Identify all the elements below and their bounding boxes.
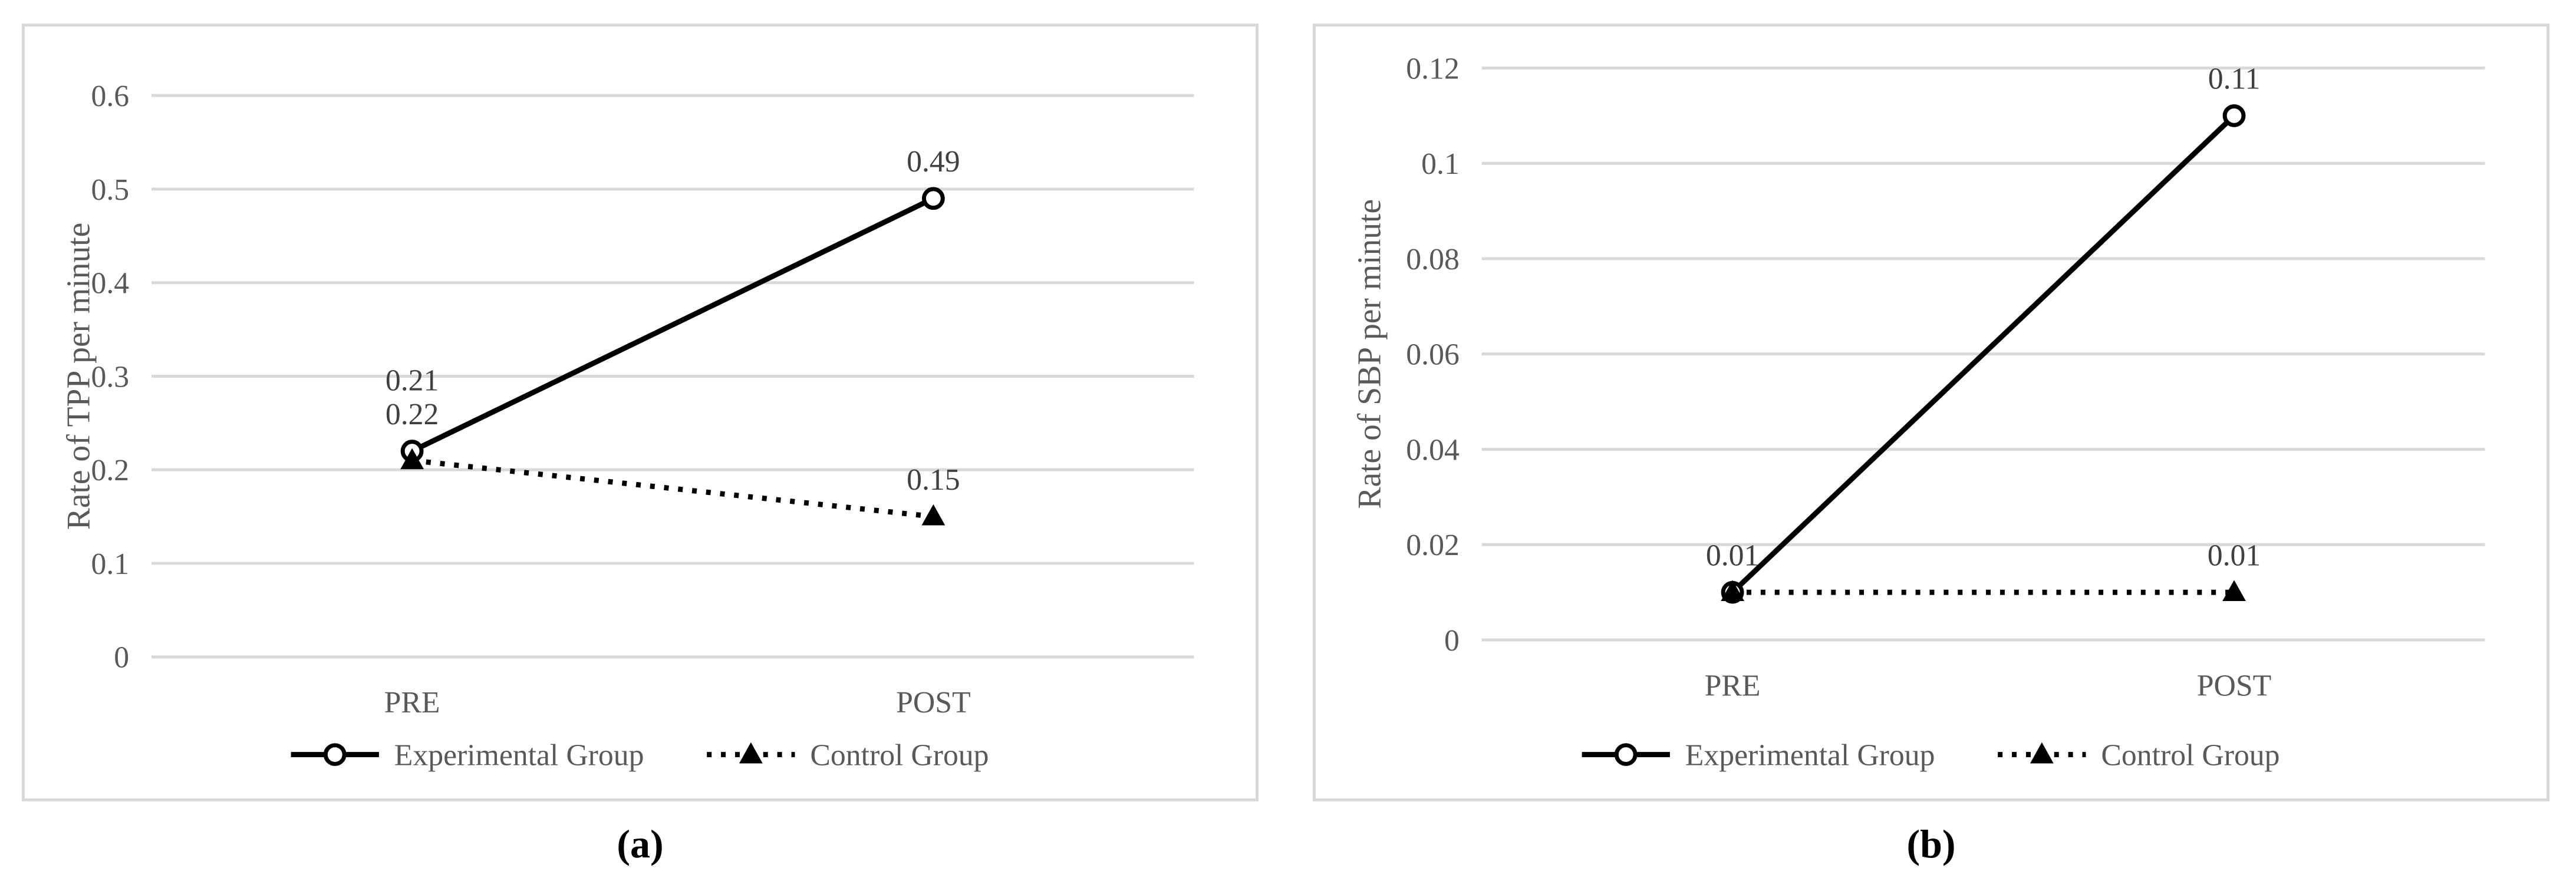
legend-item-control-group: Control Group	[1998, 738, 2280, 772]
data-label: 0.01	[2208, 539, 2261, 573]
y-tick-label: 0.12	[1406, 52, 1460, 85]
data-label: 0.21	[386, 364, 439, 397]
marker-filled-triangle	[400, 448, 424, 470]
x-axis-label: POST	[896, 686, 971, 719]
legend-label: Control Group	[2101, 738, 2279, 772]
legend: Experimental Group Control Group	[291, 738, 989, 772]
chart-panel-a: 0.6 0.5 0.4 0.3 0.2 0.1 0 PRE POST Rate of TPP pe…	[22, 24, 1259, 801]
y-tick-label: 0.5	[91, 173, 129, 207]
series-line-experimental-group	[411, 196, 935, 454]
marker-open-circle	[1614, 743, 1638, 766]
series-line-experimental-group	[1731, 114, 2236, 595]
x-axis-label: PRE	[384, 686, 440, 719]
y-tick-label: 0.4	[91, 267, 129, 301]
marker-open-circle	[921, 187, 945, 210]
y-tick-label: 0.2	[91, 454, 129, 487]
legend-item-control-group: Control Group	[707, 738, 989, 772]
marker-filled-triangle	[1721, 580, 1745, 602]
legend-label: Experimental Group	[1685, 738, 1935, 772]
marker-filled-triangle	[739, 742, 763, 764]
marker-open-circle	[323, 743, 347, 766]
x-axis-label: POST	[2197, 669, 2272, 702]
y-tick-label: 0	[114, 641, 129, 675]
legend-item-experimental-group: Experimental Group	[1582, 738, 1935, 772]
chart-panel-b: 0.12 0.1 0.08 0.06 0.04 0.02 0 PRE POST Rate of S…	[1313, 24, 2549, 801]
y-tick-label: 0.08	[1406, 243, 1460, 276]
y-tick-label: 0.1	[91, 547, 129, 581]
data-label: 0.11	[2208, 62, 2261, 96]
data-label: 0.15	[907, 463, 960, 497]
data-label: 0.01	[1706, 539, 1760, 573]
legend-label: Experimental Group	[394, 738, 644, 772]
data-label: 0.49	[907, 145, 960, 179]
marker-filled-triangle	[2030, 742, 2054, 764]
line-chart-b: 0.12 0.1 0.08 0.06 0.04 0.02 0 PRE POST Rate of S…	[1351, 52, 2485, 772]
y-tick-label: 0.1	[1421, 147, 1460, 181]
legend: Experimental Group Control Group	[1582, 738, 2280, 772]
marker-filled-triangle	[2222, 580, 2246, 602]
y-tick-label: 0	[1444, 624, 1460, 658]
y-tick-label: 0.3	[91, 360, 129, 394]
y-tick-label: 0.02	[1406, 529, 1460, 562]
y-tick-label: 0.06	[1406, 338, 1460, 372]
y-axis-title: Rate of TPP per minute	[60, 223, 97, 530]
y-axis-title: Rate of SBP per minute	[1351, 199, 1388, 509]
panel-caption-b: (b)	[1906, 821, 1956, 866]
line-chart-a: 0.6 0.5 0.4 0.3 0.2 0.1 0 PRE POST Rate of TPP pe…	[60, 80, 1194, 772]
data-label: 0.22	[386, 398, 439, 431]
y-tick-label: 0.6	[91, 80, 129, 113]
series-line-control-group	[411, 457, 934, 520]
marker-filled-triangle	[921, 504, 946, 526]
legend-item-experimental-group: Experimental Group	[291, 738, 644, 772]
x-axis-label: PRE	[1705, 669, 1761, 702]
panel-caption-a: (a)	[617, 821, 664, 866]
marker-open-circle	[2222, 104, 2246, 127]
legend-label: Control Group	[810, 738, 989, 772]
y-tick-label: 0.04	[1406, 433, 1460, 467]
